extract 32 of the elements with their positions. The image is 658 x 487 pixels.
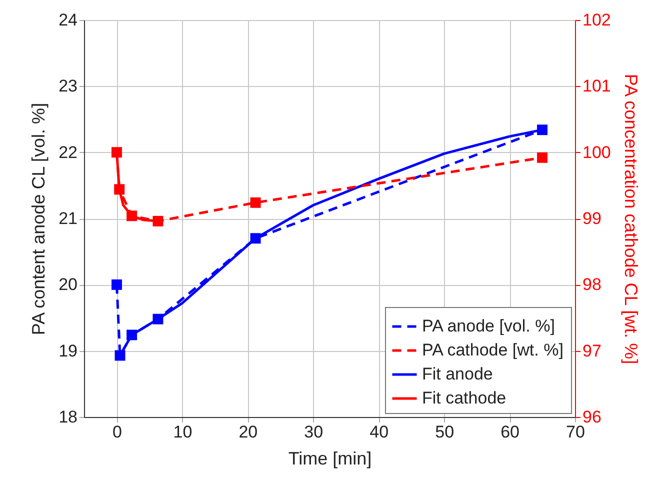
y2-axis-title: PA concentration cathode CL [wt. %] [620, 74, 641, 364]
x-tick-label: 40 [370, 422, 389, 442]
point [537, 152, 548, 163]
y2-tick-label: 98 [582, 275, 602, 294]
y2-tick-label: 99 [582, 209, 602, 228]
x-tick-label: 20 [238, 422, 258, 442]
x-tick-label: 30 [304, 422, 324, 442]
y-tick-label: 23 [58, 76, 78, 96]
x-tick-label: 50 [435, 422, 454, 442]
legend-label: PA anode [vol. %] [422, 316, 555, 336]
y-tick-label: 18 [58, 408, 78, 426]
legend-label: Fit cathode [422, 388, 506, 408]
x-axis-title: Time [min] [288, 448, 372, 468]
y-tick-label: 21 [58, 209, 78, 228]
y-tick-label: 20 [58, 275, 78, 294]
x-tick-label: 60 [500, 422, 520, 442]
x-tick-label: 10 [173, 422, 192, 442]
y-tick-label: 24 [58, 10, 78, 30]
point [250, 197, 261, 208]
y-axis-title: PA content anode CL [vol. %] [28, 102, 49, 336]
x-tick-label: 70 [566, 422, 585, 442]
x-tick-label: 0 [112, 422, 122, 442]
y-tick-label: 19 [58, 341, 78, 360]
y2-tick-label: 101 [582, 76, 611, 96]
y2-tick-label: 100 [582, 142, 611, 162]
y2-tick-label: 102 [582, 10, 611, 30]
legend-label: PA cathode [wt. %] [422, 340, 564, 360]
legend-label: Fit anode [422, 364, 493, 384]
point [111, 279, 122, 290]
y-tick-label: 22 [58, 142, 78, 162]
y2-tick-label: 97 [582, 341, 602, 360]
y2-tick-label: 96 [582, 408, 602, 426]
